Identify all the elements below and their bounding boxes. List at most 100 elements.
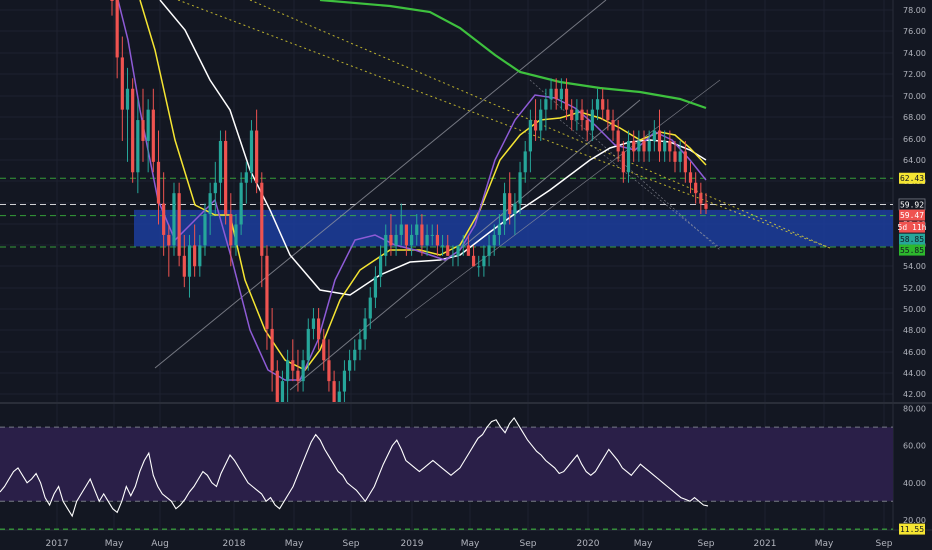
candle-body	[317, 318, 321, 340]
price-badge	[899, 221, 925, 233]
candle-body	[626, 140, 631, 173]
candle-body	[115, 0, 119, 58]
rsi-tick-label: 60.00	[903, 442, 926, 451]
moving-average-1	[319, 0, 707, 110]
candle-body	[533, 120, 538, 131]
candle-body	[389, 234, 393, 246]
time-tick-label: May	[634, 539, 653, 549]
candle-body	[224, 140, 228, 215]
candle-body	[580, 109, 584, 121]
candle-body	[425, 234, 429, 246]
candle-body	[187, 245, 192, 277]
candle-body	[378, 255, 383, 277]
candle-body	[332, 381, 336, 402]
candle-body	[621, 151, 625, 173]
candle-body	[461, 245, 465, 247]
candle-body	[451, 255, 455, 257]
rsi-tick-label: 40.00	[903, 479, 926, 488]
candle-body	[657, 130, 662, 152]
candle-body	[141, 120, 145, 141]
time-tick-label: 2020	[577, 539, 600, 549]
candle-body	[673, 151, 677, 162]
candle-body	[435, 234, 440, 246]
candle-body	[131, 88, 135, 173]
candle-body	[559, 88, 563, 100]
candle-body	[606, 109, 610, 121]
candle-body	[549, 88, 553, 100]
price-tick-label: 44.00	[903, 369, 926, 378]
rsi-badge-label: 11.55	[900, 525, 924, 534]
candle-body	[585, 120, 589, 131]
candle-body	[229, 214, 233, 246]
price-tick-label: 54.00	[903, 262, 926, 271]
candle-body	[255, 130, 259, 183]
candle-body	[513, 203, 517, 215]
candle-body	[244, 172, 248, 183]
rsi-tick-label: 20.00	[903, 516, 926, 525]
candle-body	[342, 370, 347, 392]
candle-body	[363, 318, 367, 340]
candle-body	[239, 182, 243, 225]
candle-body	[637, 140, 641, 152]
candle-body	[404, 224, 409, 246]
candle-body	[683, 151, 687, 173]
time-tick-label: Sep	[520, 539, 537, 549]
price-badge-label: 58.85	[900, 235, 924, 244]
candle-body	[311, 318, 316, 329]
candle-body	[575, 109, 579, 121]
candle-body	[456, 245, 460, 256]
price-tick-label: 64.00	[903, 156, 926, 165]
price-tick-label: 50.00	[903, 305, 926, 314]
candle-body	[508, 193, 512, 215]
candle-body	[172, 193, 176, 246]
candle-body	[306, 328, 310, 361]
price-tick-label: 42.00	[903, 390, 926, 399]
candle-body	[348, 360, 352, 371]
candle-body	[564, 88, 569, 110]
candle-body	[136, 120, 140, 173]
time-tick-label: 2019	[401, 539, 424, 549]
candle-body	[265, 255, 269, 329]
candle-body	[652, 130, 656, 141]
candle-body	[218, 140, 223, 183]
time-tick-label: May	[105, 539, 124, 549]
price-badge-label: 55.85	[900, 246, 924, 255]
candle-body	[539, 109, 543, 131]
candle-body	[280, 381, 285, 402]
rsi-tick-label: 80.00	[903, 405, 926, 414]
trendline	[289, 99, 641, 391]
price-tick-label: 78.00	[903, 6, 926, 15]
candle-body	[415, 224, 419, 235]
candle-body	[177, 193, 181, 256]
trendline	[529, 79, 721, 251]
price-badge-label: 59.47	[900, 211, 924, 220]
candle-body	[482, 255, 486, 267]
candle-body	[409, 234, 414, 246]
candle-body	[590, 109, 594, 131]
candle-body	[487, 245, 491, 256]
candle-body	[477, 266, 481, 268]
candle-body	[399, 224, 403, 235]
candle-body	[146, 109, 150, 141]
candle-body	[203, 214, 207, 246]
candle-body	[570, 109, 574, 121]
candle-body	[125, 88, 130, 110]
price-badge-label: 59.92	[900, 200, 924, 209]
price-tick-label: 68.00	[903, 113, 926, 122]
candle-body	[353, 349, 357, 361]
moving-average-3	[139, 0, 707, 371]
time-axis[interactable]: 2017 May Aug 2018 May Sep 2019 May Sep 2020 May Sep…	[46, 539, 893, 549]
time-tick-label: 2017	[46, 539, 69, 549]
candle-body	[668, 140, 672, 152]
time-tick-label: Sep	[343, 539, 360, 549]
time-tick-label: May	[815, 539, 834, 549]
candle-body	[704, 203, 708, 209]
price-badge-label: 5d 11h	[898, 223, 927, 232]
candle-body	[544, 99, 548, 110]
candle-body	[430, 234, 434, 236]
candle-body	[601, 99, 605, 110]
candle-body	[471, 255, 476, 267]
rsi-line	[0, 416, 709, 518]
price-tick-label: 66.00	[903, 135, 926, 144]
